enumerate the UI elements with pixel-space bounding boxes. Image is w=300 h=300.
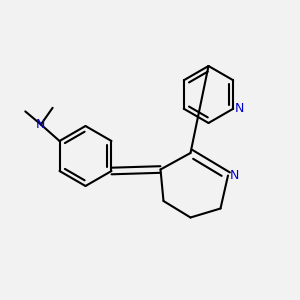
Text: N: N bbox=[230, 169, 240, 182]
Text: N: N bbox=[235, 102, 244, 115]
Text: N: N bbox=[36, 118, 46, 131]
